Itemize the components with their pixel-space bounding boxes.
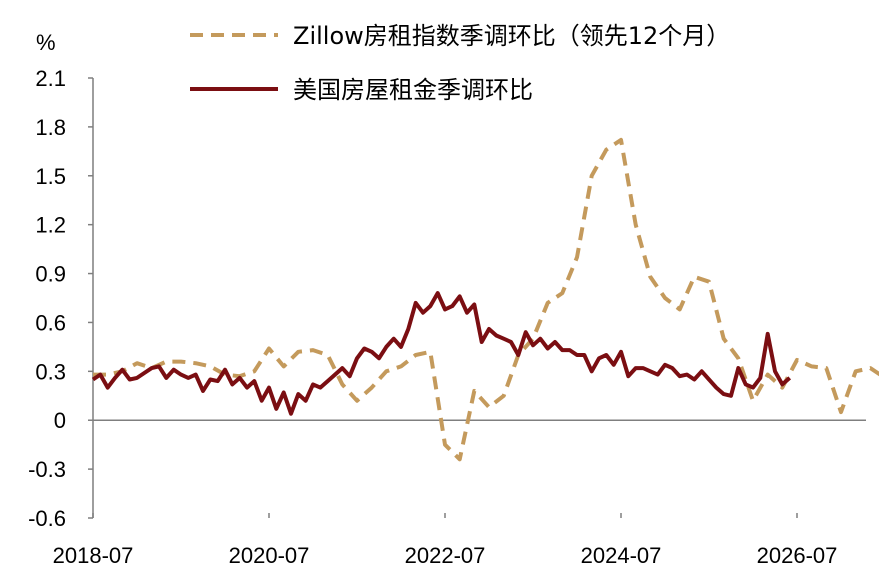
x-tick-label: 2020-07 [229,543,310,568]
y-axis-ticks: 2.1 1.8 1.5 1.2 0.9 0.6 0.3 0 -0.3 -0.6 [28,66,93,531]
y-unit-label: % [36,30,56,55]
series-line-zillow [93,137,879,462]
y-tick-label: 0.3 [35,359,66,384]
y-tick-label: 1.8 [35,115,66,140]
x-tick-label: 2018-07 [53,543,134,568]
x-tick-label: 2022-07 [405,543,486,568]
legend: Zillow房租指数季调环比（领先12个月） 美国房屋租金季调环比 [190,22,730,104]
legend-label-rent: 美国房屋租金季调环比 [293,76,533,104]
y-tick-label: 2.1 [35,66,66,91]
series-layer [91,137,879,462]
y-tick-label: 1.5 [35,164,66,189]
x-tick-label: 2024-07 [581,543,662,568]
y-tick-label: 1.2 [35,213,66,238]
y-tick-label: 0.9 [35,262,66,287]
x-axis-ticks: 2018-07 2020-07 2022-07 2024-07 2026-07 [53,513,838,568]
y-tick-label: -0.6 [28,506,66,531]
y-tick-label: -0.3 [28,457,66,482]
series-line-rent [91,291,792,416]
y-tick-label: 0.6 [35,310,66,335]
x-tick-label: 2026-07 [757,543,838,568]
legend-label-zillow: Zillow房租指数季调环比（领先12个月） [293,22,730,50]
y-tick-label: 0 [54,408,66,433]
